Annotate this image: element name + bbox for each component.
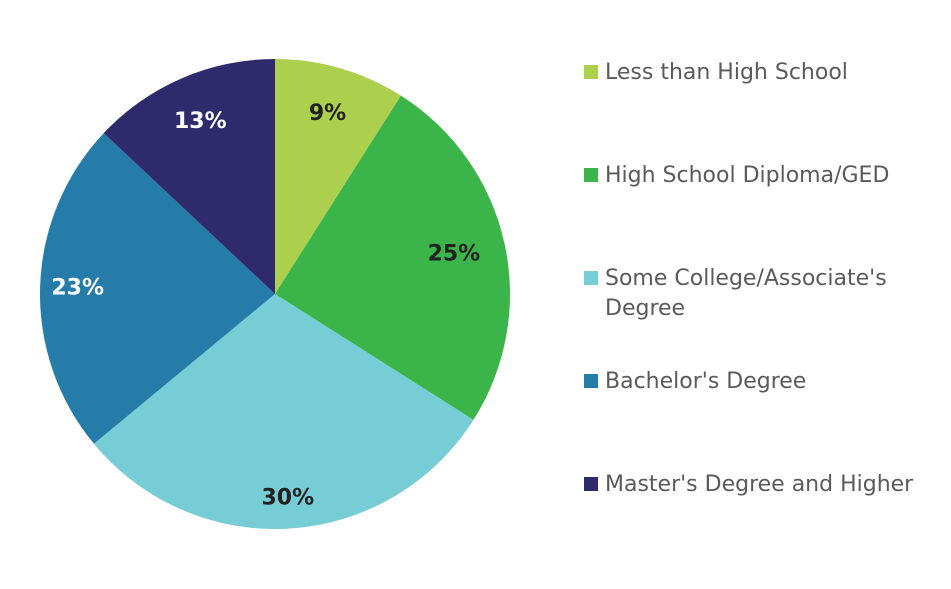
legend-swatch-bachelors-degree [584,374,598,388]
legend-item-less-than-high-school: Less than High School [584,58,946,88]
legend-label-high-school-diploma: High School Diploma/GED [605,163,890,188]
legend-swatch-masters-degree [584,477,598,491]
legend-swatch-high-school-diploma [584,168,598,182]
pie-label-bachelor-s-degree: 23% [51,275,104,300]
legend-swatch-less-than-high-school [584,65,598,79]
pie-slice-high-school-diploma-ged [275,95,510,420]
legend-item-bachelors-degree: Bachelor's Degree [584,367,946,397]
pie-label-less-than-high-school: 9% [309,101,346,126]
legend-item-masters-degree: Master's Degree and Higher [584,470,946,500]
pie-label-high-school-diploma-ged: 25% [428,242,481,267]
legend-label-bachelors-degree: Bachelor's Degree [605,369,807,394]
legend-label-less-than-high-school: Less than High School [605,60,848,85]
legend-item-high-school-diploma: High School Diploma/GED [584,161,946,191]
legend: Less than High School High School Diplom… [584,0,946,589]
pie-label-master-s-degree-and-higher: 13% [174,109,227,134]
pie-slice-some-college-associate-s-degree [93,294,474,529]
pie-slices [39,59,510,529]
legend-swatch-some-college [584,271,598,285]
pie-label-some-college-associate-s-degree: 30% [261,486,314,511]
pie-slice-master-s-degree-and-higher [103,59,275,294]
legend-item-some-college: Some College/Associate's Degree [584,264,946,324]
pie-labels: 9% 25% 30% 23% 13% [51,101,480,511]
legend-label-some-college: Some College/Associate's Degree [605,266,887,321]
pie-slice-less-than-high-school [275,59,401,294]
legend-label-masters-degree: Master's Degree and Higher [605,472,914,497]
pie-slice-bachelor-s-degree [39,133,275,444]
